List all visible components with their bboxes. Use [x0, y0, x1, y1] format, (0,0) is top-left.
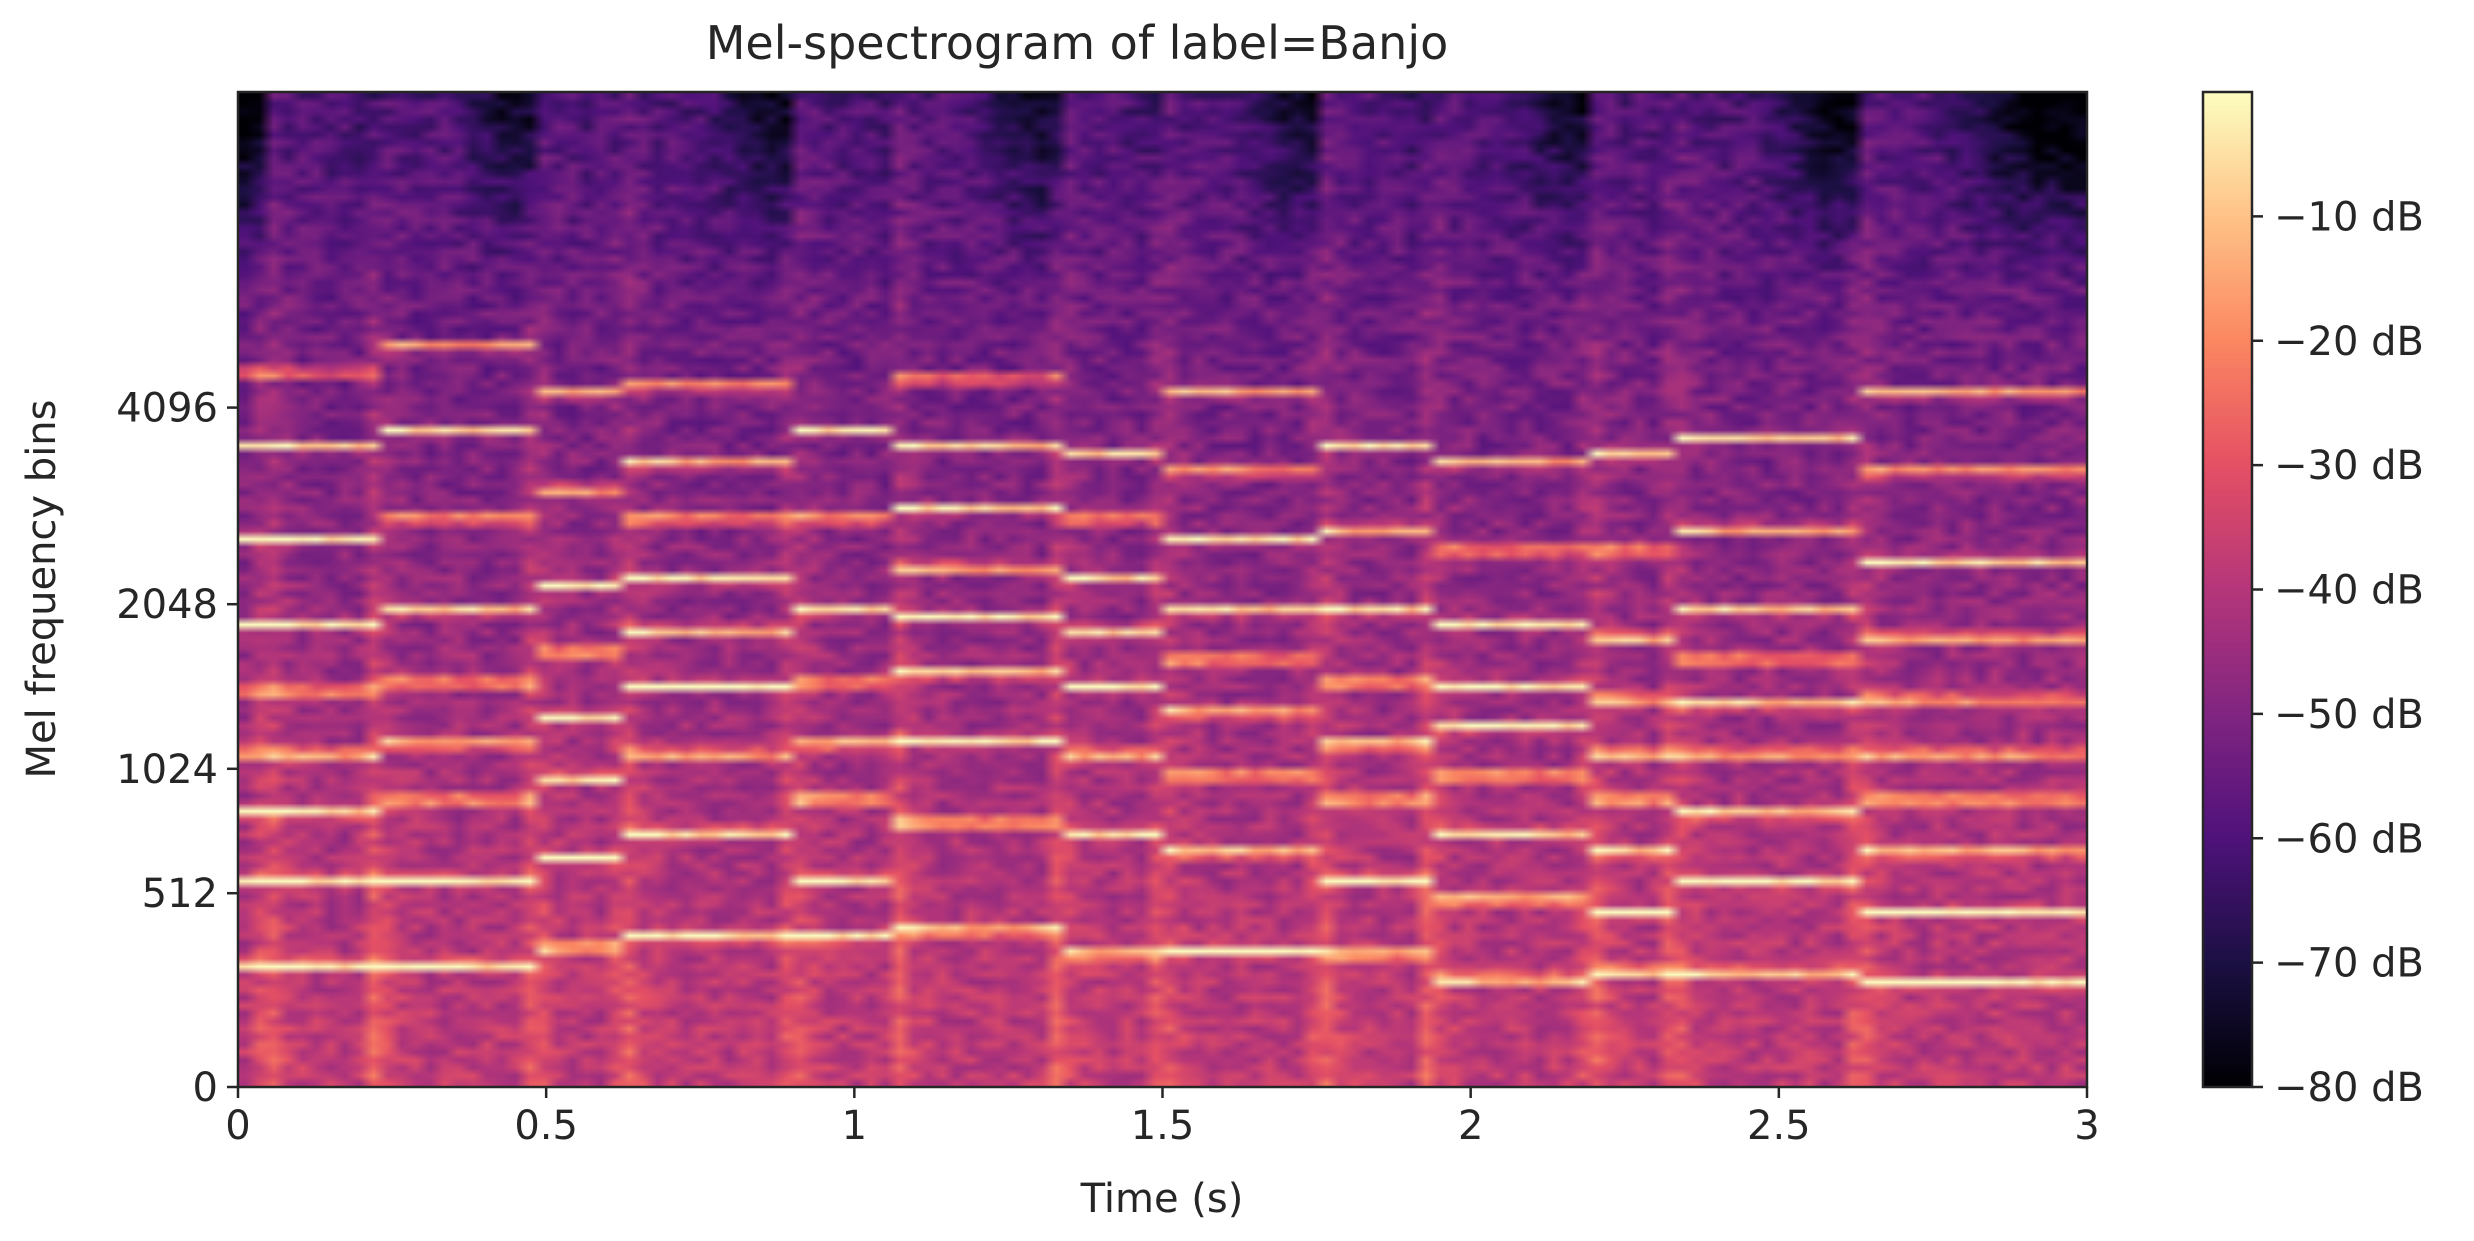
x-axis: 0 0.5 1 1.5 2 2.5 3 — [225, 1087, 2100, 1149]
y-axis-label: Mel frequency bins — [19, 400, 65, 779]
y-axis: 0 512 1024 2048 4096 — [116, 386, 238, 1111]
x-tick-label: 3 — [2074, 1103, 2099, 1149]
x-tick-label: 1 — [842, 1103, 867, 1149]
heatmap-image — [238, 92, 2087, 1087]
plot-area — [236, 90, 2089, 1089]
y-tick-label: 4096 — [116, 386, 218, 432]
colorbar-tick-label: −50 dB — [2274, 692, 2424, 738]
colorbar-tick-label: −80 dB — [2274, 1065, 2424, 1111]
x-axis-label: Time (s) — [1080, 1176, 1244, 1222]
colorbar: −10 dB −20 dB −30 dB −40 dB −50 dB −60 dB −70 … — [2201, 90, 2424, 1111]
y-tick-label: 512 — [142, 871, 218, 917]
x-tick-label: 2 — [1458, 1103, 1483, 1149]
colorbar-tick-label: −30 dB — [2274, 443, 2424, 489]
x-tick-label: 0.5 — [514, 1103, 578, 1149]
x-tick-label: 1.5 — [1131, 1103, 1195, 1149]
colorbar-gradient — [2203, 92, 2252, 1087]
colorbar-tick-label: −70 dB — [2274, 941, 2424, 987]
y-tick-label: 2048 — [116, 582, 218, 628]
colorbar-tick-label: −10 dB — [2274, 194, 2424, 240]
colorbar-tick-label: −20 dB — [2274, 319, 2424, 365]
x-tick-label: 0 — [225, 1103, 250, 1149]
chart-title: Mel-spectrogram of label=Banjo — [706, 16, 1449, 70]
colorbar-tick-label: −40 dB — [2274, 568, 2424, 614]
x-tick-label: 2.5 — [1747, 1103, 1811, 1149]
y-tick-label: 0 — [193, 1065, 218, 1111]
y-tick-label: 1024 — [116, 747, 218, 793]
colorbar-ticks: −10 dB −20 dB −30 dB −40 dB −50 dB −60 dB −70 … — [2252, 194, 2424, 1111]
colorbar-tick-label: −60 dB — [2274, 816, 2424, 862]
